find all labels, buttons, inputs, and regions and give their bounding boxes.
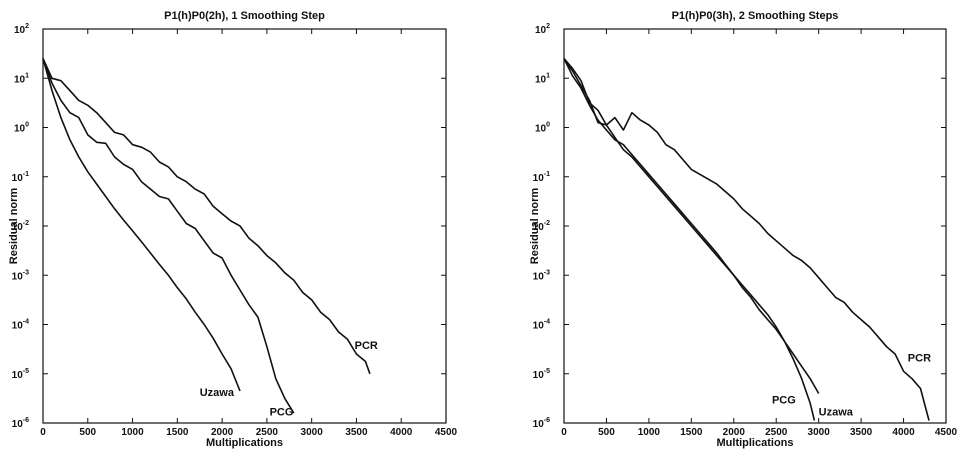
- series-line-uzawa: [42, 58, 241, 392]
- x-tick-label: 500: [79, 427, 96, 438]
- series-line-pcr: [42, 58, 371, 375]
- x-tick-label: 2500: [256, 427, 279, 438]
- x-tick-label: 1000: [638, 427, 661, 438]
- x-tick-label: 3500: [850, 427, 873, 438]
- y-tick-label: 100: [14, 122, 29, 135]
- chart-panel-2: P1(h)P0(3h), 2 Smoothing Steps Multiplica…: [529, 10, 958, 449]
- y-tick-exponent: -3: [23, 269, 29, 276]
- chart-panel-1: P1(h)P0(2h), 1 Smoothing Step Multiplicat…: [8, 10, 458, 449]
- y-tick-exponent: 2: [546, 23, 550, 30]
- series-label-uzawa: Uzawa: [200, 387, 235, 399]
- chart-title: P1(h)P0(3h), 2 Smoothing Steps: [672, 10, 839, 22]
- y-tick-label: 102: [535, 23, 550, 36]
- y-tick-exponent: -4: [544, 319, 550, 326]
- series-label-pcr: PCR: [355, 340, 378, 352]
- y-tick-label: 10-2: [12, 220, 29, 233]
- x-tick-label: 2000: [723, 427, 746, 438]
- series-label-pcg: PCG: [270, 407, 294, 419]
- x-tick-label: 2500: [765, 427, 788, 438]
- y-tick-label: 10-3: [12, 269, 29, 282]
- x-tick-label: 0: [40, 427, 46, 438]
- y-tick-label: 101: [14, 72, 29, 85]
- x-axis-label: Multiplications: [206, 437, 283, 449]
- plot-area-frame: [42, 28, 447, 424]
- y-tick-label: 10-1: [533, 171, 550, 184]
- series-line-pcg: [42, 58, 295, 414]
- y-tick-label: 10-5: [533, 368, 550, 381]
- y-tick-exponent: -3: [544, 269, 550, 276]
- y-axis-label: Residual norm: [8, 188, 20, 265]
- y-tick-label: 10-4: [12, 319, 29, 332]
- y-tick-label: 102: [14, 23, 29, 36]
- x-tick-label: 1500: [680, 427, 703, 438]
- x-tick-label: 3000: [301, 427, 324, 438]
- series-label-pcr: PCR: [908, 352, 931, 364]
- y-axis-label: Residual norm: [529, 188, 541, 265]
- y-tick-label: 100: [535, 122, 550, 135]
- y-tick-label: 10-6: [533, 417, 550, 430]
- y-tick-exponent: -1: [23, 171, 29, 178]
- series-label-pcg: PCG: [772, 394, 796, 406]
- y-tick-exponent: 0: [546, 122, 550, 129]
- y-tick-exponent: 1: [546, 72, 550, 79]
- series-label-uzawa: Uzawa: [819, 407, 854, 419]
- y-tick-exponent: -2: [544, 220, 550, 227]
- y-tick-exponent: 1: [25, 72, 29, 79]
- series-line-pcg: [563, 58, 816, 421]
- y-tick-exponent: -2: [23, 220, 29, 227]
- x-tick-label: 4000: [390, 427, 413, 438]
- y-tick-label: 10-1: [12, 171, 29, 184]
- series-line-pcr: [563, 57, 930, 421]
- x-tick-label: 3500: [345, 427, 368, 438]
- x-tick-label: 2000: [211, 427, 234, 438]
- x-tick-label: 3000: [808, 427, 831, 438]
- y-tick-label: 10-4: [533, 319, 550, 332]
- y-tick-exponent: -1: [544, 171, 550, 178]
- x-tick-label: 500: [598, 427, 615, 438]
- plot-area-frame: [563, 28, 947, 424]
- x-tick-label: 4000: [892, 427, 915, 438]
- x-tick-label: 0: [561, 427, 567, 438]
- y-tick-exponent: -6: [23, 417, 29, 424]
- y-tick-exponent: 0: [25, 122, 29, 129]
- y-tick-label: 10-5: [12, 368, 29, 381]
- y-tick-label: 10-3: [533, 269, 550, 282]
- y-tick-exponent: 2: [25, 23, 29, 30]
- y-tick-exponent: -4: [23, 319, 29, 326]
- chart-title: P1(h)P0(2h), 1 Smoothing Step: [164, 10, 325, 22]
- x-tick-label: 4500: [935, 427, 958, 438]
- y-tick-exponent: -6: [544, 417, 550, 424]
- series-line-uzawa: [563, 58, 820, 394]
- x-axis-label: Multiplications: [717, 437, 794, 449]
- x-tick-label: 4500: [435, 427, 458, 438]
- y-tick-exponent: -5: [544, 368, 550, 375]
- y-tick-exponent: -5: [23, 368, 29, 375]
- x-tick-label: 1500: [166, 427, 189, 438]
- y-tick-label: 10-2: [533, 220, 550, 233]
- y-tick-label: 10-6: [12, 417, 29, 430]
- y-tick-label: 101: [535, 72, 550, 85]
- x-tick-label: 1000: [121, 427, 144, 438]
